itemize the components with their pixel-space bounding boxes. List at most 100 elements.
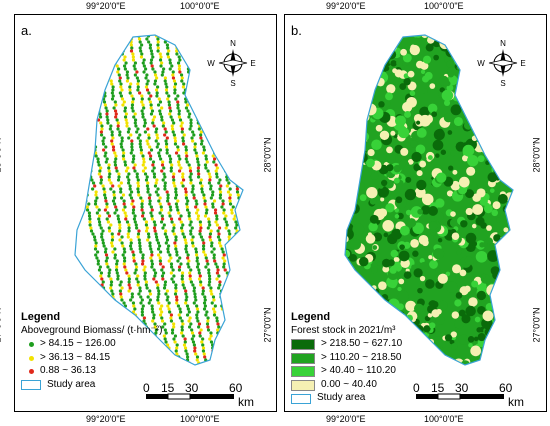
raster-cell [421, 193, 434, 206]
raster-cell [364, 66, 373, 76]
biomass-point [257, 346, 260, 349]
biomass-point [85, 58, 90, 62]
biomass-point [258, 304, 261, 307]
biomass-point [225, 184, 229, 188]
biomass-point [233, 160, 237, 164]
biomass-point [207, 274, 212, 278]
biomass-point [191, 235, 195, 239]
biomass-point [104, 160, 108, 164]
biomass-point [156, 286, 160, 290]
biomass-point [103, 295, 108, 299]
biomass-point [258, 106, 261, 109]
biomass-point [217, 232, 221, 236]
biomass-point [272, 235, 275, 238]
biomass-point [122, 301, 126, 305]
biomass-point [222, 151, 226, 155]
biomass-point [208, 337, 212, 341]
raster-cell [425, 177, 433, 186]
raster-cell [335, 299, 344, 308]
biomass-point [273, 283, 276, 286]
biomass-point [215, 319, 219, 323]
biomass-point [180, 181, 184, 185]
biomass-point [153, 70, 157, 74]
biomass-point [195, 316, 199, 320]
biomass-point [242, 277, 243, 281]
biomass-point [129, 241, 133, 245]
biomass-point [186, 109, 190, 113]
biomass-point [188, 127, 192, 131]
biomass-point [145, 226, 149, 230]
biomass-point [187, 58, 191, 62]
biomass-point [185, 355, 190, 359]
biomass-point [105, 61, 109, 65]
raster-cell [357, 152, 368, 163]
raster-cell [425, 43, 434, 52]
raster-cell [421, 205, 431, 215]
biomass-point [226, 76, 230, 80]
biomass-point [257, 301, 260, 304]
biomass-point [131, 109, 135, 113]
raster-cell [345, 284, 348, 296]
biomass-point [201, 151, 206, 155]
biomass-point [208, 178, 212, 182]
raster-cell [423, 325, 431, 333]
raster-cell [433, 54, 440, 61]
biomass-point [139, 151, 143, 155]
biomass-point [123, 115, 128, 119]
biomass-point [112, 106, 116, 110]
biomass-point [262, 229, 265, 232]
raster-cell [493, 337, 504, 349]
raster-cell [424, 71, 433, 80]
biomass-point [175, 250, 179, 254]
biomass-point [275, 244, 277, 247]
x-tick-label: 100°0'0"E [180, 414, 220, 424]
biomass-point [211, 295, 216, 299]
raster-cell [499, 104, 506, 110]
biomass-point [272, 184, 275, 187]
biomass-point [193, 142, 197, 146]
biomass-point [75, 124, 77, 128]
biomass-point [61, 67, 64, 70]
biomass-point [177, 163, 181, 167]
raster-cell [345, 153, 353, 162]
biomass-point [165, 238, 170, 242]
biomass-point [186, 52, 190, 56]
raster-cell [345, 201, 352, 214]
biomass-point [195, 253, 199, 257]
biomass-point [146, 181, 150, 185]
biomass-point [103, 208, 108, 212]
biomass-point [71, 61, 74, 64]
raster-cell [486, 45, 498, 57]
biomass-point [268, 361, 271, 364]
raster-cell [467, 155, 479, 167]
biomass-point [230, 313, 234, 317]
biomass-point [79, 109, 83, 113]
biomass-point [255, 331, 258, 334]
raster-cell [381, 179, 388, 187]
raster-cell [499, 288, 511, 300]
biomass-point [210, 244, 214, 248]
biomass-point [109, 286, 113, 290]
biomass-point [255, 238, 258, 241]
biomass-point [71, 118, 74, 121]
biomass-point [93, 40, 98, 44]
biomass-point [223, 268, 227, 272]
biomass-point [154, 28, 157, 31]
biomass-point [201, 49, 205, 53]
biomass-point [257, 157, 260, 160]
biomass-point [186, 256, 190, 260]
biomass-point [149, 58, 154, 62]
biomass-point [126, 175, 130, 179]
biomass-point [119, 187, 123, 191]
biomass-point [143, 118, 147, 122]
biomass-point [251, 163, 254, 166]
biomass-point [153, 325, 157, 329]
biomass-point [88, 223, 92, 227]
biomass-point [242, 361, 243, 365]
raster-cell [352, 160, 359, 168]
scale-bar-a [140, 380, 260, 413]
biomass-point [220, 106, 224, 110]
biomass-point [173, 334, 178, 338]
biomass-point [96, 160, 100, 164]
biomass-point [126, 232, 130, 236]
